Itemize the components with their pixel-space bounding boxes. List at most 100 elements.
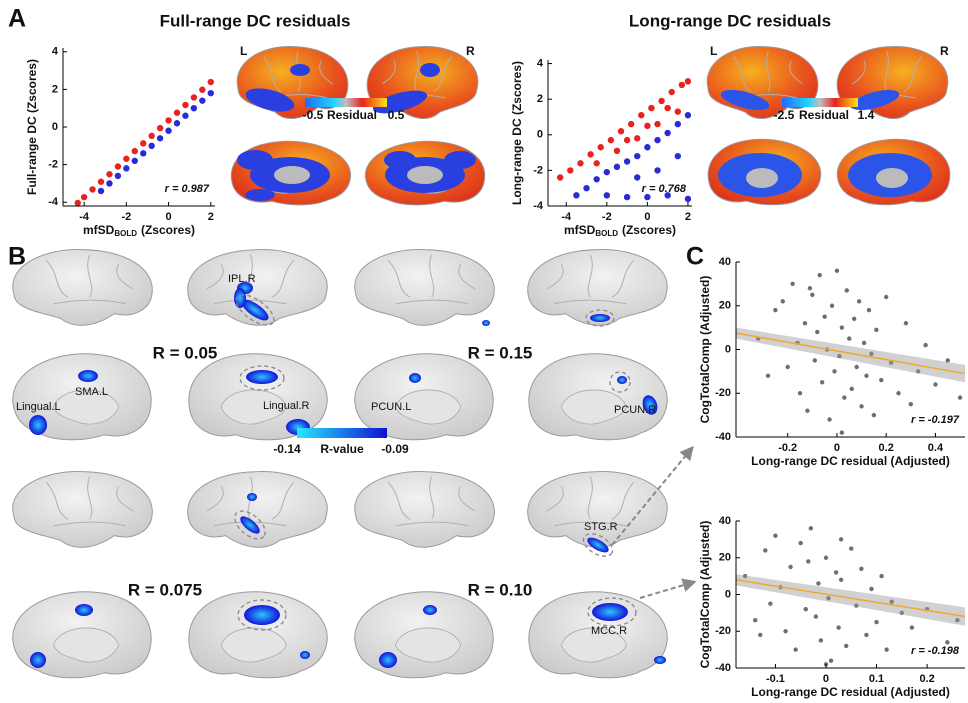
sulcus xyxy=(434,57,451,92)
scatter-point xyxy=(866,307,872,313)
brain xyxy=(13,592,151,678)
scatter-point xyxy=(182,101,189,109)
corpus-callosum xyxy=(221,628,286,662)
scatter-point xyxy=(664,104,671,112)
scatter-point xyxy=(97,178,105,185)
panel-title: Long-range DC residuals xyxy=(629,11,831,30)
scatter-point xyxy=(834,268,840,273)
scatter-point xyxy=(797,391,803,396)
corpus-callosum xyxy=(54,390,119,424)
scatter-point xyxy=(818,638,824,643)
scatter-point xyxy=(806,559,811,564)
corpus-callosum xyxy=(396,390,461,424)
sulcus xyxy=(790,61,803,84)
brain xyxy=(355,250,495,326)
colorbar-label: Residual xyxy=(327,108,377,122)
scatter-point xyxy=(603,192,611,199)
scatter-point xyxy=(190,104,198,112)
x-tick-label: 0.4 xyxy=(928,442,944,454)
y-axis-label: CogTotalComp (Adjusted) xyxy=(698,521,712,669)
colorbar-max: 1.4 xyxy=(858,108,875,122)
scatter-point xyxy=(684,111,692,119)
brain xyxy=(355,592,493,678)
scatter-point xyxy=(668,88,675,96)
scatter-point xyxy=(742,573,748,579)
hemisphere-label: L xyxy=(710,44,717,58)
scatter-point xyxy=(790,281,795,287)
y-tick-label: -40 xyxy=(715,662,731,674)
scatter-point xyxy=(765,373,771,378)
activation-blob xyxy=(300,651,310,659)
scatter-point xyxy=(573,192,580,199)
region-label: SMA.L xyxy=(75,386,108,398)
y-tick-label: 4 xyxy=(52,46,59,58)
activation-blob xyxy=(617,376,627,384)
roi-outline xyxy=(587,597,637,627)
y-tick-label: -4 xyxy=(48,196,59,208)
scatter-point xyxy=(884,647,889,652)
scatter-point xyxy=(869,586,874,592)
activation-blob xyxy=(384,151,416,169)
hemisphere-label: L xyxy=(240,44,247,58)
sulcus xyxy=(382,61,395,84)
scatter-point xyxy=(839,430,845,435)
scatter-point xyxy=(889,599,894,605)
scatter-point xyxy=(617,128,625,135)
scatter-point xyxy=(899,610,905,616)
scatter-point xyxy=(80,193,88,201)
activation-blob xyxy=(592,603,628,621)
x-tick-label: 0 xyxy=(165,211,171,223)
scatter-point xyxy=(577,160,584,167)
activation-blob xyxy=(30,652,46,668)
scatter-point xyxy=(644,122,651,130)
scatter-point xyxy=(89,186,96,193)
y-tick-label: 0 xyxy=(725,343,731,355)
scatter-point xyxy=(182,112,189,119)
y-tick-label: 2 xyxy=(52,83,58,95)
scatter-point xyxy=(808,526,814,531)
brain xyxy=(188,472,328,548)
scatter-point xyxy=(847,336,852,341)
scatter-point xyxy=(556,174,564,181)
sulcus xyxy=(767,51,770,92)
annotation: r = -0.197 xyxy=(911,414,960,426)
scatter-point xyxy=(654,167,661,174)
scatter-point xyxy=(955,618,960,623)
scatter-point xyxy=(864,373,869,378)
threshold-label: R = 0.05 xyxy=(153,343,218,362)
x-axis-label-text: Long-range DC residual (Adjusted) xyxy=(751,454,950,468)
activation-blob xyxy=(642,395,658,415)
scatter-point xyxy=(803,607,808,612)
x-tick-label: 0.2 xyxy=(879,442,894,454)
scatter-point xyxy=(114,172,122,180)
scatter-point xyxy=(826,595,831,601)
scatter-point xyxy=(567,167,574,174)
x-axis-label: mfSDBOLD (Zscores) xyxy=(564,223,676,238)
scatter-point xyxy=(623,193,631,201)
sulcus xyxy=(207,264,223,289)
scatter-point xyxy=(812,358,817,363)
x-axis-label: Long-range DC residual (Adjusted) xyxy=(751,454,950,468)
scatter-point xyxy=(207,89,214,97)
roi-outline xyxy=(237,599,287,631)
region-label: Lingual.R xyxy=(263,400,310,412)
activation-blob xyxy=(372,90,428,114)
y-tick-label: 0 xyxy=(725,588,731,600)
ventricle xyxy=(407,166,443,184)
scatter-point xyxy=(813,614,819,619)
sulcus xyxy=(415,51,418,92)
activation-blob xyxy=(244,605,280,625)
sulcus xyxy=(554,300,627,304)
scatter-point xyxy=(832,369,837,374)
scatter-point xyxy=(684,78,692,85)
scatter-point xyxy=(854,364,859,370)
scatter-point xyxy=(844,643,849,649)
y-axis-label: CogTotalComp (Adjusted) xyxy=(698,276,712,424)
pointer-arrow xyxy=(639,578,697,599)
y-tick-label: -20 xyxy=(715,387,731,399)
activation-blob xyxy=(241,299,269,321)
scatter-point xyxy=(874,327,879,333)
sulcus xyxy=(547,264,563,289)
scatter-point xyxy=(836,625,841,630)
sulcus xyxy=(459,264,475,289)
